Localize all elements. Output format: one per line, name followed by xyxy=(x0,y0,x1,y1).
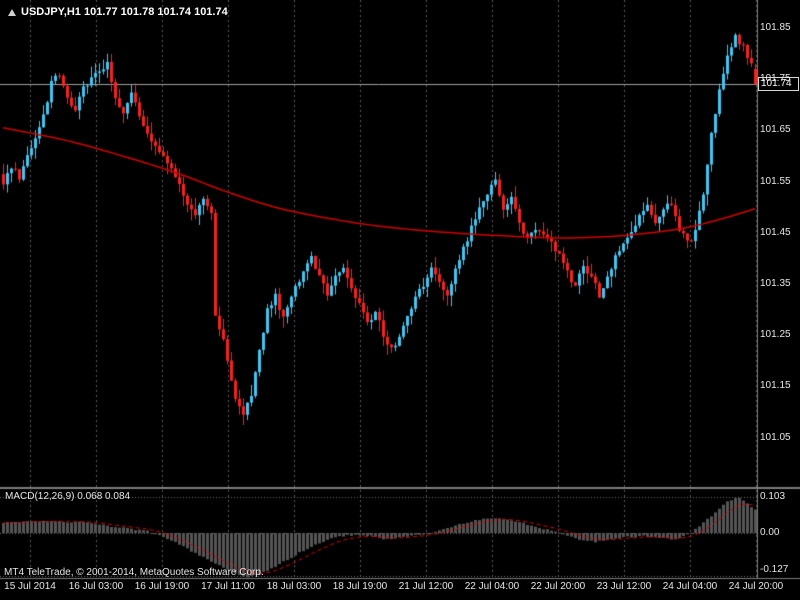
chart-symbol-ohlc-label: USDJPY,H1 101.77 101.78 101.74 101.74 xyxy=(21,6,228,18)
current-price-tag: 101.74 xyxy=(758,77,799,91)
chart-position-marker-icon xyxy=(8,9,16,16)
macd-indicator-label: MACD(12,26,9) 0.068 0.084 xyxy=(5,491,131,502)
copyright-label: MT4 TeleTrade, © 2001-2014, MetaQuotes S… xyxy=(4,567,264,578)
